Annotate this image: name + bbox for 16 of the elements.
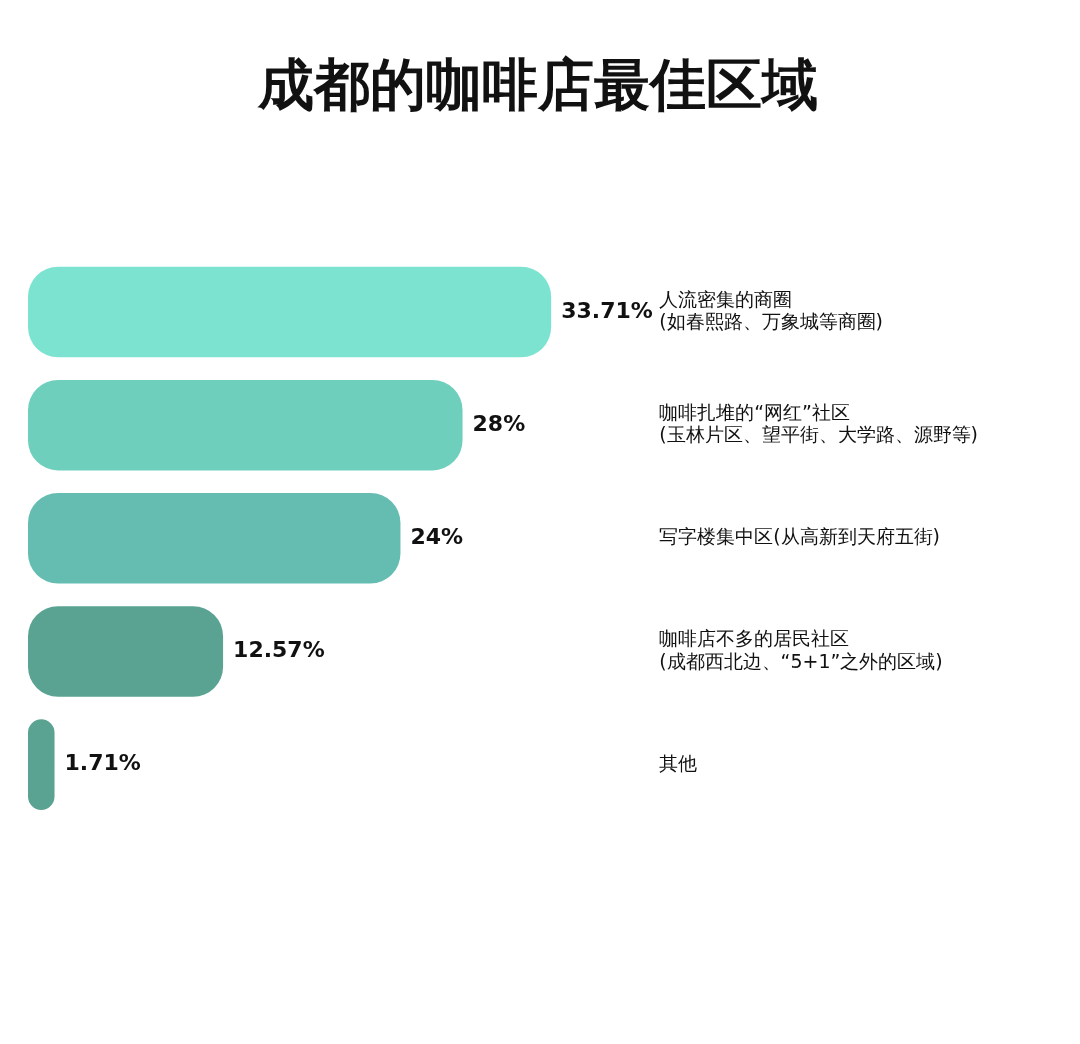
bar [28, 493, 401, 584]
data-label: 12.57% [233, 637, 325, 663]
data-label: 33.71% [561, 297, 653, 323]
bar [28, 719, 55, 810]
y-tick-label: 人流密集的商圈 (如春熙路、万象城等商圈) [659, 287, 883, 333]
data-label: 1.71% [64, 750, 141, 776]
bar [28, 266, 552, 358]
bar [28, 379, 463, 471]
y-tick-label: 咖啡扎堆的“网红”社区 (玉林片区、望平街、大学路、源野等) [659, 400, 978, 446]
y-tick-label: 写字楼集中区(从高新到天府五街) [659, 525, 940, 548]
chart-title: 成都的咖啡店最佳区域 [256, 51, 819, 119]
bar [28, 606, 224, 697]
data-label: 24% [410, 524, 464, 550]
y-tick-label: 咖啡店不多的居民社区 (成都西北边、“5+1”之外的区域) [659, 627, 943, 672]
y-tick-label: 其他 [659, 751, 698, 774]
data-label: 28% [472, 410, 526, 436]
